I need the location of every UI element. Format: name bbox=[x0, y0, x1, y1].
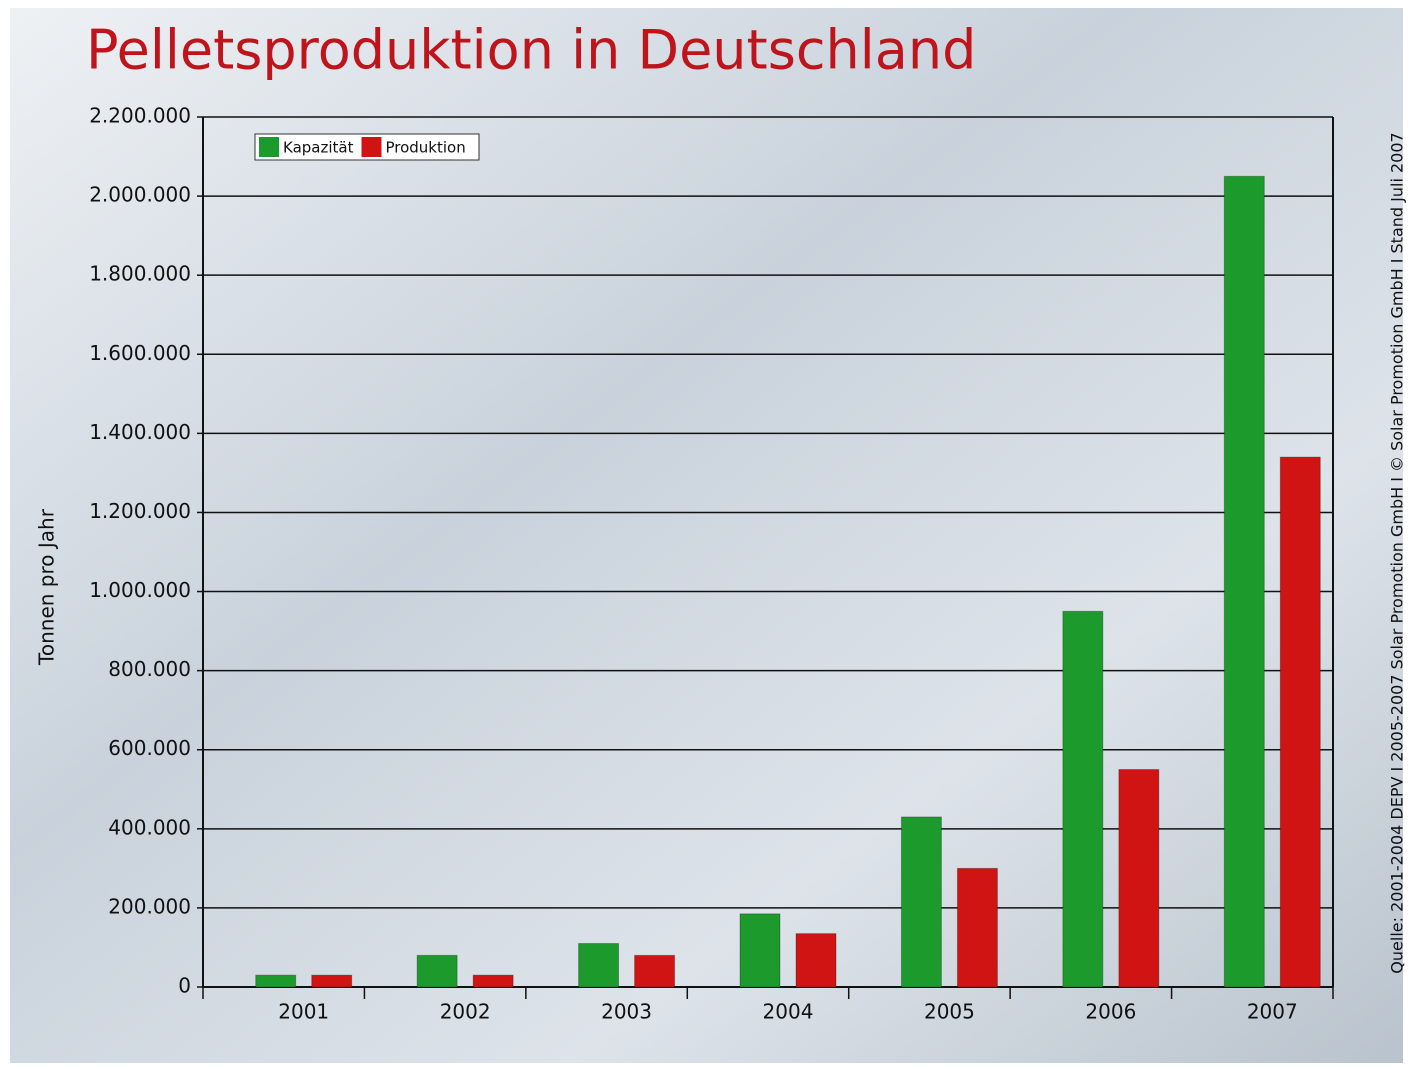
legend-swatch bbox=[361, 137, 382, 157]
bar bbox=[900, 816, 942, 988]
y-tick-label: 1.000.000 bbox=[89, 578, 191, 602]
y-tick-label: 600.000 bbox=[108, 736, 191, 760]
x-tick-label: 2001 bbox=[278, 1000, 329, 1024]
y-tick-label: 400.000 bbox=[108, 815, 191, 839]
chart-title: Pelletsproduktion in Deutschland bbox=[86, 19, 976, 82]
bar bbox=[956, 867, 998, 988]
y-tick-label: 0 bbox=[178, 974, 191, 998]
bar bbox=[416, 954, 458, 988]
legend-label: Kapazität bbox=[283, 139, 354, 157]
bar bbox=[1279, 456, 1321, 988]
bar bbox=[255, 974, 297, 988]
y-tick-label: 800.000 bbox=[108, 657, 191, 681]
bar bbox=[634, 954, 676, 988]
bar bbox=[1062, 610, 1104, 988]
legend-swatch bbox=[259, 137, 279, 157]
bar bbox=[1223, 175, 1265, 988]
bar bbox=[472, 974, 514, 988]
y-tick-label: 1.200.000 bbox=[89, 499, 191, 523]
bar bbox=[739, 913, 781, 988]
y-tick-label: 1.600.000 bbox=[89, 341, 191, 365]
y-tick-label: 1.800.000 bbox=[89, 262, 191, 286]
y-tick-label: 1.400.000 bbox=[89, 420, 191, 444]
x-tick-label: 2006 bbox=[1085, 1000, 1136, 1024]
y-tick-label: 200.000 bbox=[108, 894, 191, 918]
x-tick-label: 2003 bbox=[601, 1000, 652, 1024]
x-tick-label: 2007 bbox=[1247, 1000, 1298, 1024]
y-axis-label: Tonnen pro Jahr bbox=[35, 508, 59, 666]
y-tick-label: 2.200.000 bbox=[89, 104, 191, 128]
bar bbox=[1118, 769, 1160, 988]
x-tick-label: 2005 bbox=[924, 1000, 975, 1024]
background bbox=[10, 8, 1403, 1063]
x-tick-label: 2002 bbox=[440, 1000, 491, 1024]
bar bbox=[578, 943, 620, 988]
bar bbox=[795, 933, 837, 988]
source-note: Quelle: 2001-2004 DEPV I 2005-2007 Solar… bbox=[1388, 132, 1407, 973]
x-tick-label: 2004 bbox=[763, 1000, 814, 1024]
y-tick-label: 2.000.000 bbox=[89, 183, 191, 207]
legend-label: Produktion bbox=[385, 139, 465, 157]
bar bbox=[311, 974, 353, 988]
